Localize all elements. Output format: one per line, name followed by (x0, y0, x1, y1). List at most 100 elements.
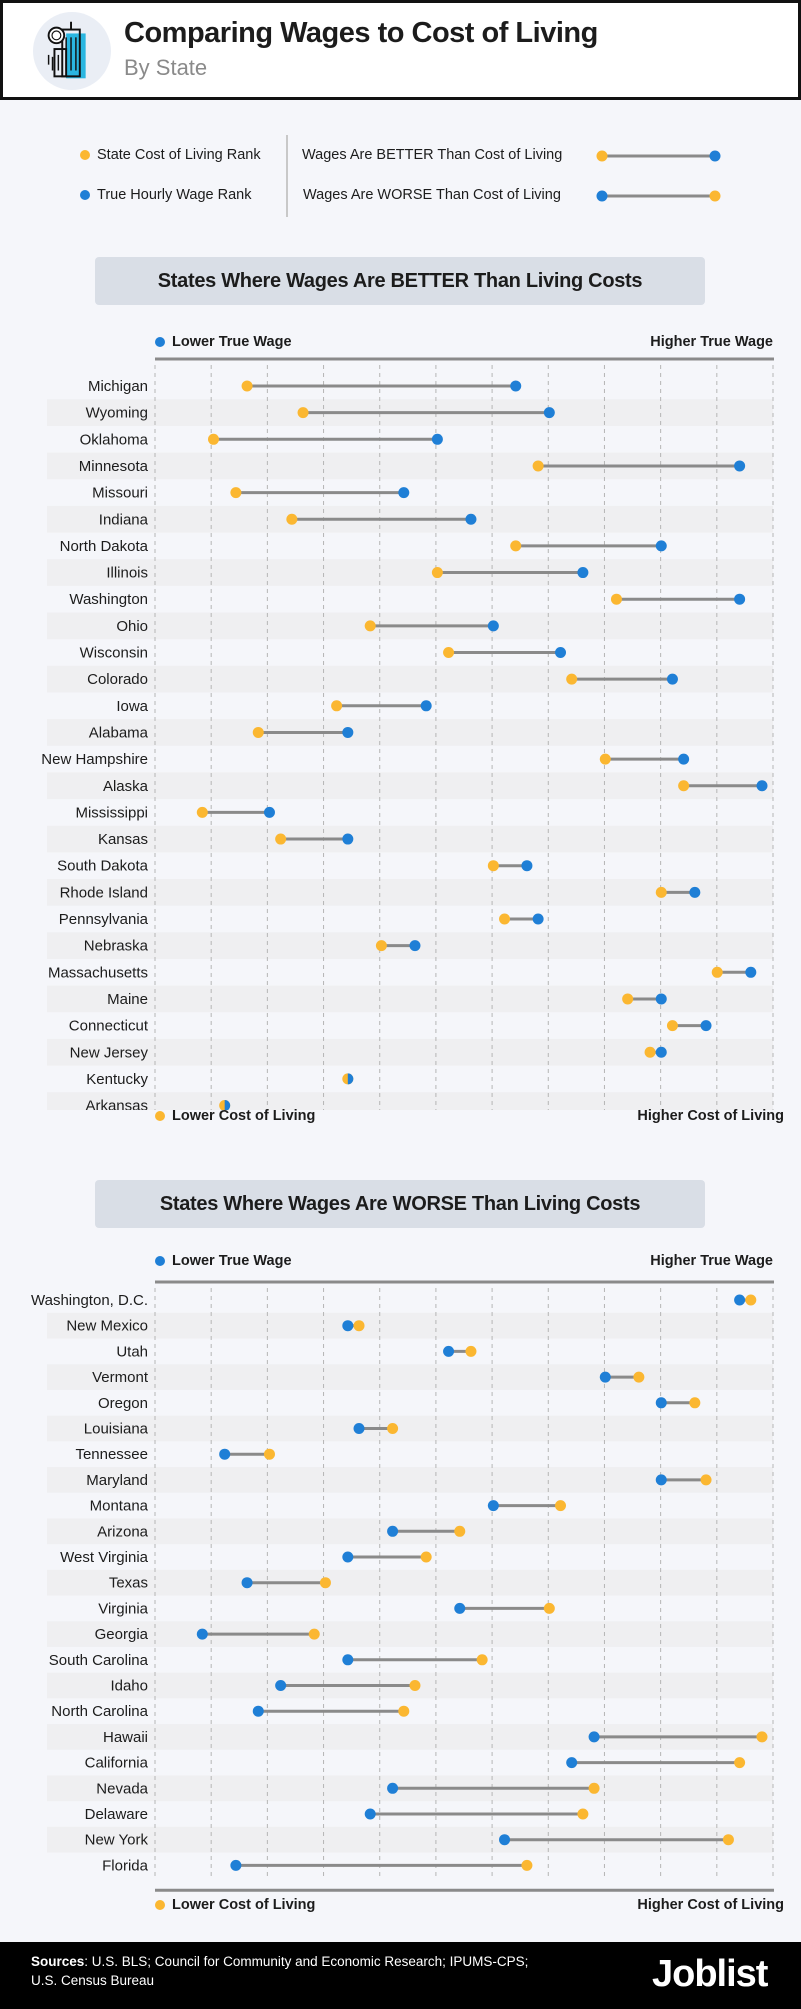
wage-rank-dot (487, 1500, 499, 1512)
cost-rank-dot (353, 1320, 365, 1332)
cost-rank-dot (566, 673, 578, 685)
state-label: North Dakota (60, 538, 149, 555)
chart-better: Michigan Wyoming Oklahoma Minnesota Missouri… (41, 357, 774, 1110)
state-label: Montana (90, 1498, 149, 1515)
axis-label-higher-wage-2: Higher True Wage (650, 1253, 773, 1269)
state-label: South Dakota (57, 858, 149, 875)
lower-cost-text: Lower Cost of Living (172, 1108, 316, 1124)
state-label: New Hampshire (41, 751, 148, 768)
wage-rank-dot (678, 753, 690, 765)
state-label: North Carolina (51, 1703, 148, 1720)
cost-rank-dot (622, 993, 634, 1005)
better-dumbbell-icon (596, 150, 721, 162)
cost-rank-dot (610, 593, 622, 605)
cost-rank-dot (286, 513, 298, 525)
wage-rank-dot (700, 1020, 712, 1032)
state-label: Oklahoma (80, 431, 149, 448)
wage-rank-dot (666, 673, 678, 685)
cost-rank-dot (678, 780, 690, 792)
row-band (47, 1312, 773, 1339)
header-banner (0, 0, 801, 100)
state-label: Alabama (89, 724, 149, 741)
wage-rank-dot (510, 380, 522, 392)
cost-rank-dot (577, 1808, 589, 1820)
cost-rank-dot (364, 620, 376, 632)
wage-rank-dot (499, 1834, 511, 1846)
cost-rank-dot (487, 860, 499, 872)
state-label: Washington (69, 591, 148, 608)
state-label: Idaho (110, 1678, 148, 1695)
state-label: Utah (116, 1343, 148, 1360)
cost-rank-dot (633, 1371, 645, 1383)
wage-rank-dot (655, 1474, 667, 1486)
state-label: Arizona (97, 1523, 149, 1540)
wage-rank-dot (387, 1525, 399, 1537)
wage-rank-dot (689, 886, 701, 898)
wage-rank-dot (347, 1073, 354, 1085)
wage-rank-dot (275, 1680, 287, 1691)
wage-rank-dot (577, 567, 589, 579)
cost-rank-dot (465, 1345, 477, 1357)
cost-rank-dot (689, 1397, 701, 1409)
cost-rank-dot (387, 1423, 399, 1434)
cost-rank-dot (443, 647, 455, 658)
wage-rank-dot (342, 833, 354, 845)
row-band (47, 1467, 773, 1493)
cost-rank-dot (499, 913, 511, 925)
cost-rank-dot (532, 460, 544, 472)
state-label: Delaware (85, 1806, 148, 1823)
state-label: New Mexico (66, 1318, 148, 1335)
row-band (47, 719, 773, 746)
state-label: Indiana (99, 511, 149, 528)
wage-rank-dot (342, 726, 354, 738)
section-title-worse: States Where Wages Are WORSE Than Living… (95, 1180, 705, 1228)
state-label: Virginia (98, 1600, 148, 1617)
wage-rank-dot (431, 433, 443, 445)
row-band (47, 1415, 773, 1442)
legend-better-label: Wages Are BETTER Than Cost of Living (302, 147, 563, 163)
state-label: Minnesota (79, 458, 149, 475)
cost-rank-dot (297, 407, 309, 419)
cost-rank-dot (543, 1602, 555, 1614)
state-label: Pennsylvania (59, 911, 149, 928)
legend-cost-rank: State Cost of Living Rank (80, 147, 261, 163)
cost-rank-dot (734, 1757, 746, 1769)
state-label: Nevada (96, 1780, 148, 1797)
cost-rank-dot (599, 753, 611, 765)
axis-label-higher-cost-2: Higher Cost of Living (637, 1897, 784, 1913)
blue-dot-icon (80, 190, 90, 200)
row-band (47, 772, 773, 800)
cost-rank-dot (521, 1859, 533, 1871)
footer (0, 1942, 801, 2009)
cost-rank-dot (275, 833, 287, 845)
state-label: Mississippi (75, 804, 148, 821)
lower-wage-text: Lower True Wage (172, 334, 292, 350)
sources-note: Sources: U.S. BLS; Council for Community… (31, 1952, 551, 1990)
state-label: Arkansas (85, 1098, 148, 1110)
wage-rank-dot (745, 966, 757, 978)
cost-rank-dot (252, 726, 264, 738)
wage-rank-dot (588, 1731, 600, 1743)
state-label: South Carolina (49, 1652, 149, 1669)
wage-rank-dot (364, 1808, 376, 1820)
wage-rank-dot (263, 806, 275, 818)
wage-rank-dot (655, 540, 667, 552)
row-band (47, 559, 773, 586)
wage-rank-dot (465, 513, 477, 525)
wage-rank-dot (555, 647, 567, 658)
wage-rank-dot (532, 913, 544, 925)
blue-dot-icon (155, 1256, 165, 1266)
state-label: Michigan (88, 378, 148, 395)
cost-rank-dot (722, 1834, 734, 1846)
chart-worse: Washington, D.C. New Mexico Utah Vermont Ore… (31, 1280, 774, 1892)
state-label: Illinois (106, 565, 148, 582)
cost-rank-dot (319, 1577, 331, 1589)
cost-rank-dot (700, 1474, 712, 1486)
wage-rank-dot (734, 1294, 746, 1306)
cost-rank-dot (476, 1654, 488, 1666)
state-label: New Jersey (70, 1044, 149, 1061)
state-label: Georgia (95, 1626, 149, 1643)
cost-rank-dot (745, 1294, 757, 1306)
wage-rank-dot (655, 1397, 667, 1409)
cost-rank-dot (230, 487, 242, 499)
